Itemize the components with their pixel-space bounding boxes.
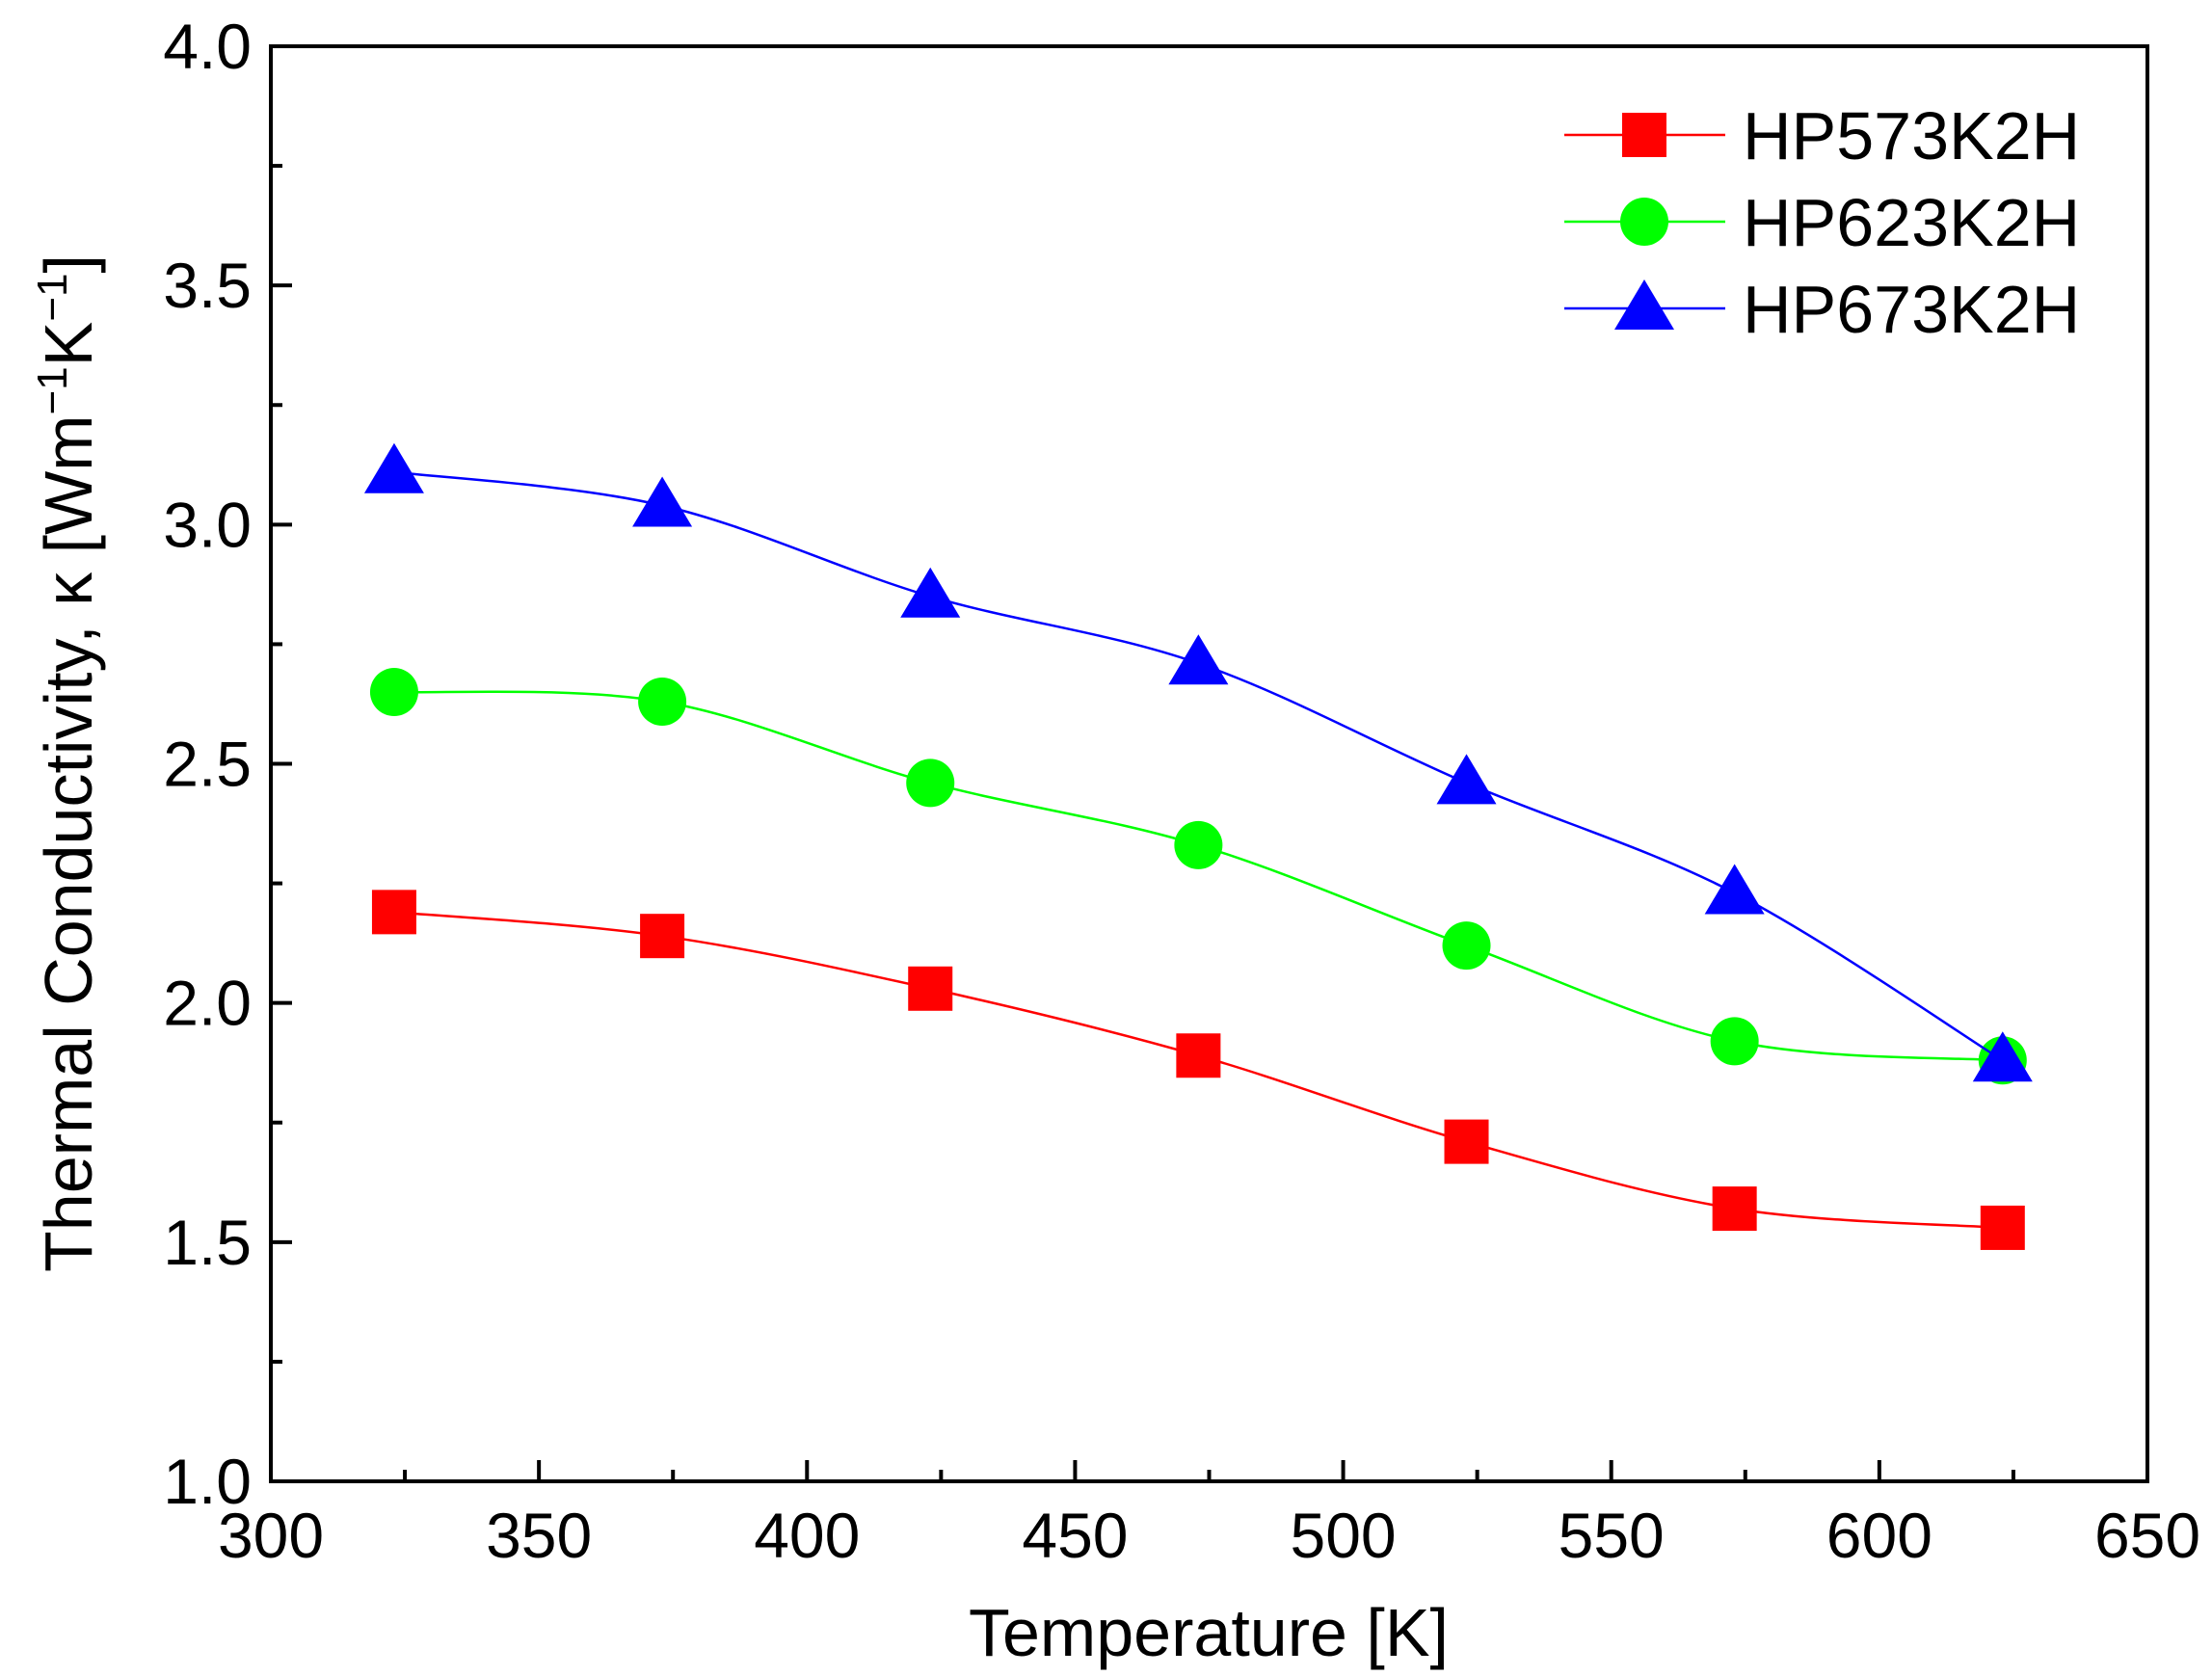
data-point-hp573k2h — [908, 966, 953, 1011]
legend-marker-hp573k2h — [1622, 113, 1666, 157]
data-point-hp573k2h — [1444, 1119, 1489, 1164]
data-point-hp623k2h — [1174, 820, 1223, 869]
data-point-hp623k2h — [638, 677, 687, 726]
x-tick-label: 450 — [1022, 1500, 1128, 1571]
legend-label-hp573k2h: HP573K2H — [1743, 98, 2080, 173]
y-axis-title-close: ] — [31, 254, 106, 273]
data-point-hp573k2h — [1980, 1205, 2025, 1250]
y-tick-label: 3.0 — [163, 489, 252, 560]
data-point-hp623k2h — [1442, 921, 1491, 971]
x-tick-label: 650 — [2094, 1500, 2200, 1571]
legend-marker-hp623k2h — [1620, 198, 1668, 246]
y-tick-label: 1.5 — [163, 1207, 252, 1278]
data-point-hp573k2h — [1712, 1186, 1757, 1232]
legend-label-hp673k2h: HP673K2H — [1743, 272, 2080, 347]
x-axis-ticks: 300 350 400 450 500 550 600 650 — [218, 1460, 2200, 1571]
data-point-hp673k2h — [363, 442, 424, 493]
series-line-hp623k2h — [393, 690, 2003, 1062]
y-axis-title: Thermal Conductivity, κ [Wm−1K−1] — [29, 254, 106, 1272]
legend: HP573K2H HP623K2H HP673K2H — [1564, 98, 2080, 347]
legend-label-hp623k2h: HP623K2H — [1743, 185, 2080, 260]
x-tick-label: 600 — [1826, 1500, 1932, 1571]
series-hp623k2h — [369, 668, 2027, 1085]
series-hp573k2h — [371, 890, 2025, 1250]
data-point-hp623k2h — [369, 668, 418, 717]
series-hp673k2h — [363, 442, 2033, 1082]
x-axis-title: Temperature [K] — [969, 1595, 1449, 1670]
data-point-hp673k2h — [900, 567, 961, 618]
data-point-hp623k2h — [906, 758, 955, 808]
data-point-hp673k2h — [1436, 754, 1497, 805]
x-tick-label: 350 — [486, 1500, 592, 1571]
data-point-hp673k2h — [1972, 1031, 2033, 1082]
y-axis-title-exp1: −1 — [29, 366, 76, 414]
plot-frame — [269, 44, 2149, 1483]
data-point-hp673k2h — [1168, 634, 1229, 685]
y-tick-label: 2.0 — [163, 968, 252, 1039]
x-tick-label: 300 — [218, 1500, 324, 1571]
data-point-hp623k2h — [1710, 1017, 1759, 1066]
x-tick-label: 400 — [754, 1500, 860, 1571]
legend-item-hp573k2h: HP573K2H — [1564, 98, 2080, 173]
y-tick-label: 1.0 — [163, 1446, 252, 1517]
y-tick-label: 4.0 — [163, 11, 252, 82]
x-tick-label: 500 — [1291, 1500, 1397, 1571]
y-axis-title-exp2: −1 — [29, 273, 76, 321]
data-point-hp673k2h — [1704, 864, 1765, 915]
y-tick-label: 2.5 — [163, 729, 252, 800]
y-axis-title-unit2: K — [31, 322, 106, 367]
data-point-hp673k2h — [632, 476, 693, 527]
series-layer — [363, 442, 2033, 1250]
y-tick-label: 3.5 — [163, 250, 252, 321]
legend-marker-hp673k2h — [1614, 279, 1674, 330]
y-axis-ticks: 1.0 1.5 2.0 2.5 3.0 3.5 4.0 — [163, 11, 292, 1517]
legend-item-hp673k2h: HP673K2H — [1564, 272, 2080, 347]
data-point-hp573k2h — [640, 914, 685, 959]
legend-item-hp623k2h: HP623K2H — [1564, 185, 2080, 260]
data-point-hp573k2h — [371, 890, 416, 935]
y-axis-title-main: Thermal Conductivity, κ [Wm — [31, 415, 106, 1272]
series-line-hp673k2h — [393, 470, 2004, 1062]
x-tick-label: 550 — [1559, 1500, 1665, 1571]
data-point-hp573k2h — [1176, 1033, 1221, 1078]
